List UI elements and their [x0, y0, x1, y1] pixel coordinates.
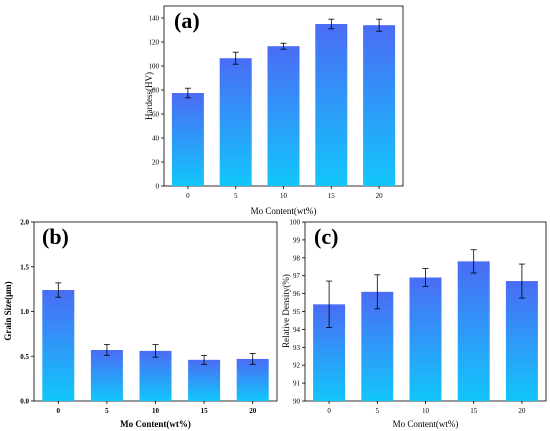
chart-b-y-tick-label: 1.5 [20, 263, 29, 271]
chart-c-x-tick-label: 10 [422, 407, 430, 415]
chart-a-x-tick-label: 20 [376, 192, 384, 200]
chart-b-x-tick-label: 0 [57, 407, 61, 415]
chart-b-y-tick-label: 0.5 [20, 353, 29, 361]
chart-b-error-bar [249, 353, 256, 365]
chart-b-error-bar [201, 354, 208, 365]
chart-c-y-tick-label: 100 [290, 219, 301, 227]
chart-c-bar [361, 291, 394, 401]
chart-c-bars [313, 249, 538, 401]
chart-a-x-tick-label: 0 [186, 192, 190, 200]
chart-c-bar [457, 261, 490, 401]
chart-b-bars [42, 282, 269, 401]
chart-c-error-bar [326, 280, 333, 329]
chart-a-x-tick-label: 15 [328, 192, 336, 200]
chart-b-ticks: 0 5 10 15 20 0.0 0.5 1.0 1.5 2.0 [20, 219, 256, 416]
chart-a-error-bar [376, 18, 383, 32]
chart-a-x-tick-label: 10 [280, 192, 288, 200]
chart-a-ticks: 0 5 10 15 20 0 20 40 60 80 100 120 140 [149, 15, 384, 201]
chart-a-bar [171, 93, 204, 186]
chart-a-xlabel: Mo Content(wt%) [251, 206, 317, 216]
chart-a-y-tick-label: 40 [152, 135, 160, 143]
chart-a-error-bar [328, 18, 335, 30]
chart-a-error-bar [184, 87, 191, 99]
chart-a-bar [315, 24, 348, 186]
chart-a-bar [219, 58, 252, 187]
chart-c-x-tick-label: 20 [518, 407, 526, 415]
chart-a-ylabel: Hardess(HV) [144, 72, 154, 120]
chart-a-y-tick-label: 140 [149, 15, 160, 23]
chart-a-y-tick-label: 0 [156, 183, 160, 191]
chart-b-bar [188, 359, 221, 401]
chart-c-bar [505, 281, 538, 401]
chart-a-y-tick-label: 120 [149, 39, 160, 47]
chart-c-error-bar [518, 263, 525, 299]
chart-c-ylabel: Relative Density(%) [281, 274, 291, 348]
chart-b-error-bar [55, 282, 62, 298]
chart-c-y-tick-label: 94 [293, 326, 301, 334]
chart-b-bar [90, 349, 123, 401]
chart-b-error-bar [152, 344, 159, 358]
chart-c-y-tick-label: 90 [293, 398, 301, 406]
chart-a-y-tick-label: 60 [152, 111, 160, 119]
chart-c-y-tick-label: 91 [293, 380, 301, 388]
chart-a-error-bar [280, 42, 287, 50]
chart-a: 0 5 10 15 20 0 20 40 60 80 100 120 140 (a) Mo Conten… [144, 5, 404, 216]
chart-c-y-tick-label: 95 [293, 308, 301, 316]
chart-a-panel-label: (a) [174, 8, 200, 33]
chart-c: 0 5 10 15 20 90 91 92 93 94 95 96 97 98 99 100 (c) Mo C… [281, 219, 547, 429]
chart-b-bar [42, 290, 75, 401]
chart-c-error-bar [374, 274, 381, 310]
chart-a-bar [363, 25, 396, 187]
chart-b-y-tick-label: 0.0 [20, 398, 29, 406]
chart-a-bars [171, 18, 396, 187]
chart-c-y-tick-label: 92 [293, 362, 301, 370]
chart-b-ylabel: Grain Size(μm) [3, 281, 13, 340]
chart-c-error-bar [470, 249, 477, 274]
chart-a-x-tick-label: 5 [234, 192, 238, 200]
chart-b-xlabel: Mo Content(wt%) [120, 419, 191, 429]
chart-c-panel-label: (c) [314, 224, 338, 249]
chart-b-x-tick-label: 20 [249, 407, 257, 415]
chart-c-bar [409, 277, 442, 401]
chart-c-y-tick-label: 97 [293, 272, 301, 280]
chart-b-bar [139, 350, 172, 401]
chart-a-error-bar [232, 51, 239, 65]
chart-a-y-tick-label: 20 [152, 159, 160, 167]
chart-a-y-tick-label: 80 [152, 87, 160, 95]
chart-c-y-tick-label: 99 [293, 236, 301, 244]
chart-c-ticks: 0 5 10 15 20 90 91 92 93 94 95 96 97 98 99 100 [290, 219, 526, 416]
chart-c-y-tick-label: 93 [293, 344, 301, 352]
chart-b-x-tick-label: 10 [152, 407, 160, 415]
chart-b-bar [236, 358, 269, 401]
chart-b-x-tick-label: 5 [105, 407, 109, 415]
chart-c-x-tick-label: 15 [470, 407, 478, 415]
chart-b: 0 5 10 15 20 0.0 0.5 1.0 1.5 2.0 (b) Mo Content(w… [3, 219, 278, 429]
chart-b-error-bar [103, 344, 110, 356]
chart-c-x-tick-label: 5 [376, 407, 380, 415]
chart-b-y-tick-label: 1.0 [20, 308, 29, 316]
chart-b-y-tick-label: 2.0 [20, 219, 29, 227]
chart-b-x-tick-label: 15 [201, 407, 209, 415]
chart-c-error-bar [422, 268, 429, 287]
chart-c-x-tick-label: 0 [327, 407, 331, 415]
chart-a-y-tick-label: 100 [149, 63, 160, 71]
chart-a-bar [267, 46, 300, 187]
chart-b-panel-label: (b) [42, 224, 69, 249]
chart-c-xlabel: Mo Content(wt%) [393, 419, 459, 429]
chart-c-y-tick-label: 96 [293, 290, 301, 298]
chart-c-y-tick-label: 98 [293, 254, 301, 262]
